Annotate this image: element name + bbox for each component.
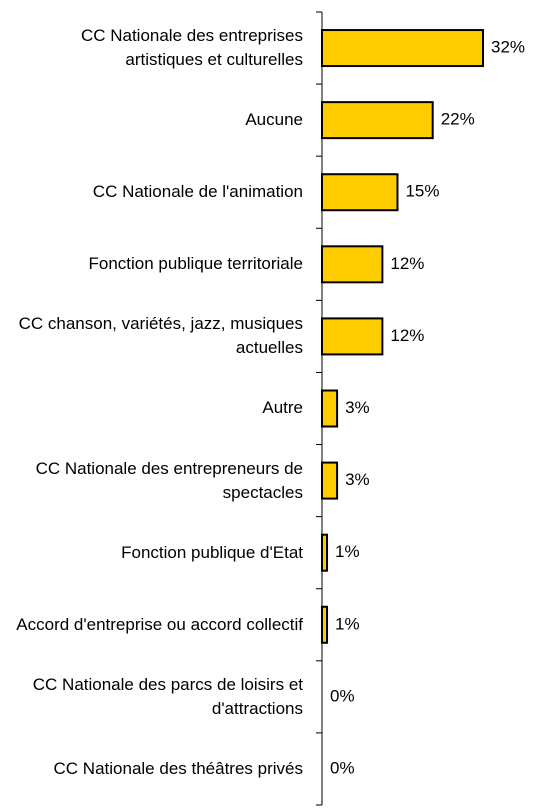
bar: [321, 29, 484, 68]
category-label: CC Nationale des entrepreneurs de specta…: [35, 458, 303, 502]
value-label: 1%: [335, 542, 360, 561]
bar: [321, 533, 329, 572]
category-label: CC Nationale des parcs de loisirs et d'a…: [32, 674, 303, 718]
bar: [321, 605, 329, 644]
bar: [321, 245, 384, 284]
category-label: Accord d'entreprise ou accord collectif: [16, 614, 303, 634]
bar: [321, 461, 339, 500]
bar: [321, 101, 434, 140]
category-label: CC chanson, variétés, jazz, musiques act…: [18, 314, 303, 358]
value-label: 12%: [390, 326, 424, 345]
value-label: 32%: [491, 38, 525, 57]
value-label: 22%: [441, 110, 475, 129]
value-label: 0%: [330, 758, 355, 777]
category-label: CC Nationale des théâtres privés: [53, 758, 303, 778]
value-label: 3%: [345, 398, 370, 417]
value-label: 3%: [345, 470, 370, 489]
category-label: CC Nationale des entreprises artistiques…: [80, 26, 303, 70]
category-label: Fonction publique d'Etat: [121, 542, 303, 562]
value-label: 1%: [335, 614, 360, 633]
value-label: 0%: [330, 686, 355, 705]
bar: [321, 317, 384, 356]
bar: [321, 173, 399, 212]
bar: [321, 389, 339, 428]
value-label: 12%: [390, 254, 424, 273]
value-label: 15%: [405, 182, 439, 201]
category-label: Fonction publique territoriale: [88, 254, 303, 274]
category-label: Aucune: [245, 110, 303, 130]
category-label: CC Nationale de l'animation: [92, 182, 303, 202]
category-label: Autre: [262, 398, 303, 418]
